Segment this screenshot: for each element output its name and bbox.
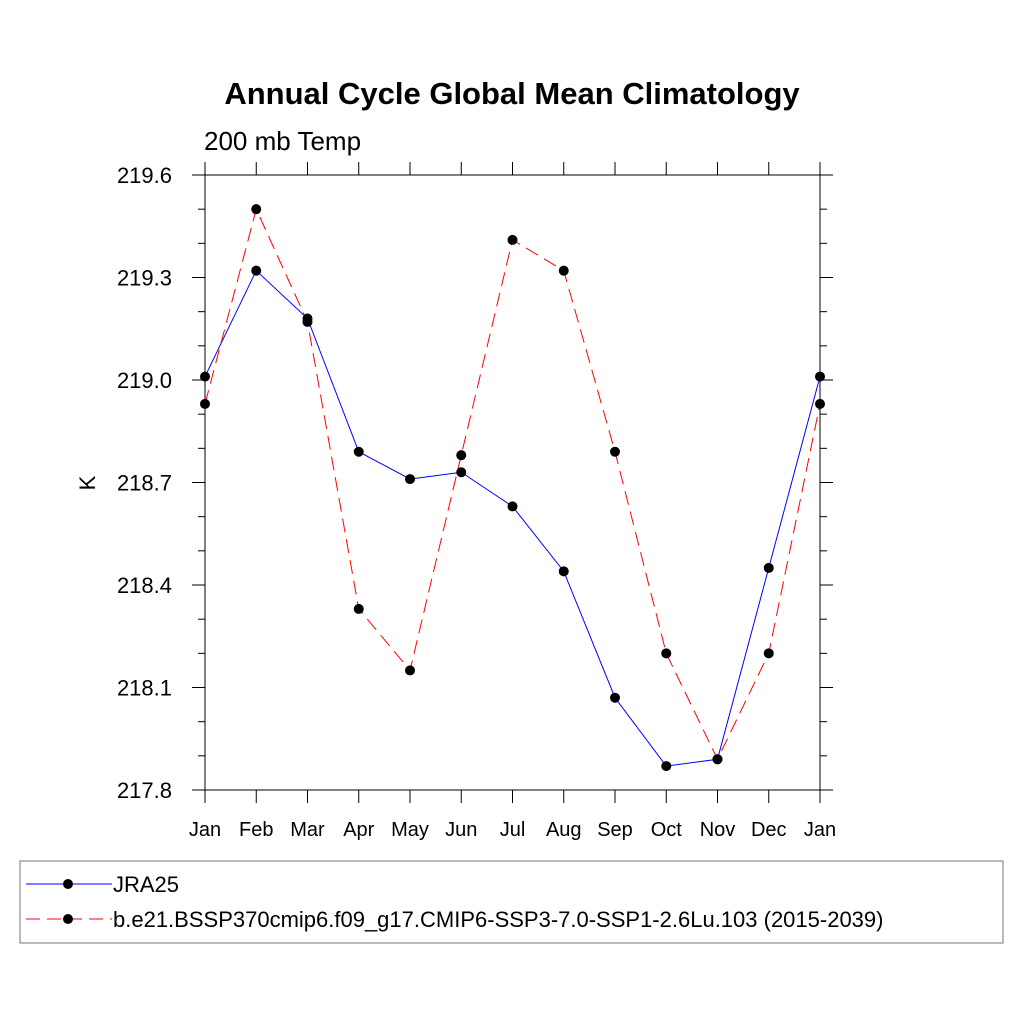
y-tick-label: 218.7 — [117, 471, 172, 496]
series-2-point — [456, 450, 467, 461]
legend-marker-2 — [63, 914, 73, 924]
series-1-point — [661, 761, 672, 772]
series-2-point — [200, 398, 210, 409]
legend: JRA25 b.e21.BSSP370cmip6.f09_g17.CMIP6-SS… — [26, 872, 883, 932]
y-tick-label: 219.6 — [117, 163, 172, 188]
x-tick-label: Aug — [546, 819, 582, 841]
chart-subtitle: 200 mb Temp — [204, 126, 361, 156]
x-tick-label: Dec — [751, 819, 787, 841]
series-1-point — [456, 467, 467, 478]
x-tick-label: Mar — [290, 819, 325, 841]
series-2-point — [353, 603, 364, 614]
series-2-point — [507, 234, 518, 245]
x-tick-label: Nov — [700, 819, 736, 841]
series-2-point — [661, 648, 672, 659]
series-2-point — [712, 754, 723, 765]
plot-frame — [204, 174, 821, 791]
legend-label-1: JRA25 — [113, 872, 179, 897]
x-axis-ticks: Jan Feb Mar Apr May Jun Jul Aug Sep Oct Nov Dec Jan — [189, 162, 836, 841]
y-tick-label: 217.8 — [117, 778, 172, 803]
y-tick-label: 218.4 — [117, 573, 172, 598]
series-1-point — [353, 446, 364, 457]
series-1-point — [558, 566, 569, 577]
x-tick-label: Jun — [445, 819, 477, 841]
legend-marker-1 — [63, 879, 73, 889]
legend-box — [19, 860, 1004, 944]
x-tick-label: May — [391, 819, 429, 841]
series-2-point — [610, 446, 620, 457]
series-1-point — [815, 371, 825, 382]
series-1-point — [763, 562, 774, 573]
series-2-point — [251, 204, 262, 215]
series-1-point — [507, 501, 518, 512]
y-axis-label: K — [75, 475, 100, 490]
series-2-point — [815, 398, 825, 409]
x-tick-label: Oct — [651, 819, 683, 841]
y-axis-ticks: 219.6 219.3 219.0 218.7 218.4 218.1 217.8 — [117, 163, 833, 803]
series-2-point — [558, 265, 569, 276]
x-tick-label: Jul — [500, 819, 526, 841]
x-tick-label: Jan — [189, 819, 221, 841]
y-tick-label: 219.0 — [117, 368, 172, 393]
x-tick-label: Jan — [804, 819, 836, 841]
series-line-1 — [204, 269, 821, 767]
y-tick-label: 219.3 — [117, 266, 172, 291]
x-tick-label: Sep — [597, 819, 633, 841]
y-tick-label: 218.1 — [117, 676, 172, 701]
x-tick-label: Feb — [239, 819, 273, 841]
series-layer — [200, 204, 825, 772]
series-line-2 — [204, 207, 821, 761]
series-1-point — [200, 371, 210, 382]
series-1-point — [610, 692, 620, 703]
series-1-point — [251, 265, 262, 276]
series-2-point — [763, 648, 774, 659]
legend-label-2: b.e21.BSSP370cmip6.f09_g17.CMIP6-SSP3-7.… — [113, 907, 883, 932]
series-2-point — [302, 316, 313, 327]
series-2-point — [405, 665, 415, 676]
chart-title: Annual Cycle Global Mean Climatology — [224, 76, 800, 111]
x-tick-label: Apr — [343, 819, 374, 841]
series-1-point — [405, 474, 415, 485]
